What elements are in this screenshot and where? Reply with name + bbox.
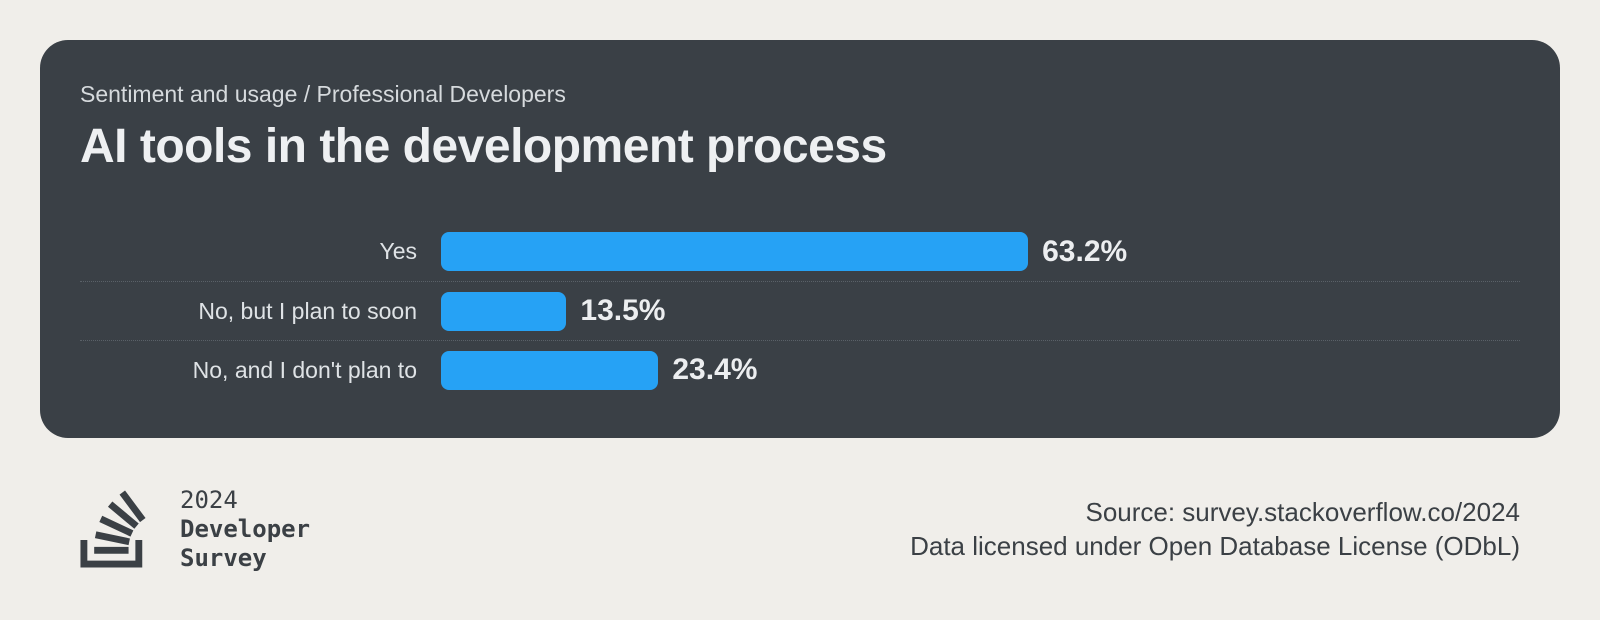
survey-brand-text: 2024 Developer Survey	[180, 486, 310, 573]
bar-plan-soon	[441, 291, 567, 331]
survey-name-line1: Developer	[180, 514, 311, 543]
page-title: AI tools in the development process	[80, 120, 887, 173]
value-label: 63.2%	[1042, 234, 1128, 268]
category-label: Yes	[379, 238, 417, 264]
chart-row-plan-soon: No, but I plan to soon 13.5%	[80, 281, 1520, 340]
breadcrumb: Sentiment and usage / Professional Devel…	[80, 81, 566, 107]
bar-track: 63.2%	[441, 232, 1370, 271]
value-label: 13.5%	[580, 294, 666, 327]
bar-track: 23.4%	[441, 350, 1370, 390]
bar-dont-plan	[441, 350, 659, 390]
source-attribution: Source: survey.stackoverflow.co/2024 Dat…	[910, 495, 1520, 563]
bar-yes	[441, 232, 1029, 271]
footer: 2024 Developer Survey Source: survey.sta…	[0, 438, 1600, 620]
source-url: Source: survey.stackoverflow.co/2024	[1085, 497, 1520, 527]
stackoverflow-logo-icon	[80, 490, 146, 568]
chart-card: Sentiment and usage / Professional Devel…	[40, 40, 1560, 438]
bar-track: 13.5%	[441, 291, 1370, 331]
category-label: No, and I don't plan to	[192, 356, 417, 383]
license-note: Data licensed under Open Database Licens…	[910, 531, 1520, 561]
value-label: 23.4%	[672, 353, 758, 386]
chart-row-yes: Yes 63.2%	[80, 222, 1520, 281]
chart-row-dont-plan: No, and I don't plan to 23.4%	[80, 340, 1520, 399]
category-label: No, but I plan to soon	[198, 297, 417, 324]
survey-name-line2: Survey	[180, 543, 267, 572]
survey-year: 2024	[180, 485, 238, 514]
survey-brand: 2024 Developer Survey	[80, 485, 310, 573]
bar-chart: Yes 63.2% No, but I plan to soon 13.5% N…	[80, 222, 1520, 399]
